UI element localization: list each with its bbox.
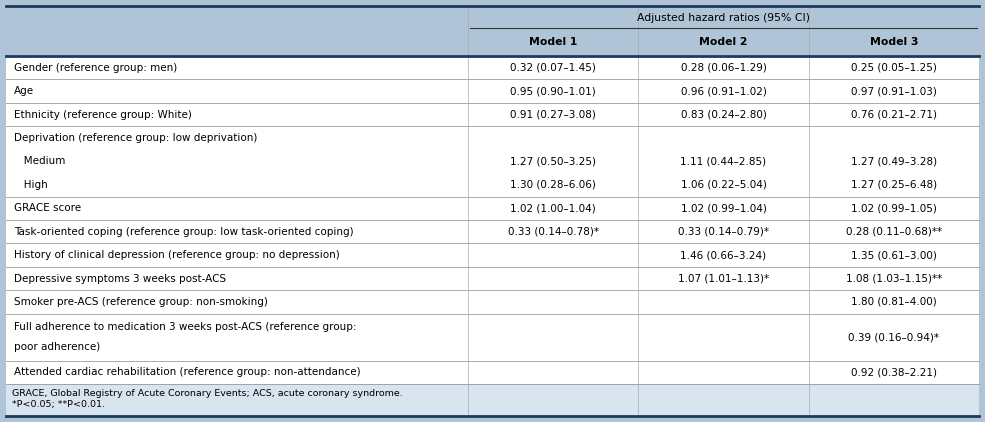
- Text: Ethnicity (reference group: White): Ethnicity (reference group: White): [14, 110, 192, 119]
- Text: Smoker pre-ACS (reference group: non-smoking): Smoker pre-ACS (reference group: non-smo…: [14, 297, 268, 307]
- Bar: [6, 384, 979, 416]
- Text: 0.28 (0.06–1.29): 0.28 (0.06–1.29): [681, 63, 766, 73]
- Text: Age: Age: [14, 86, 34, 96]
- Bar: [6, 6, 979, 56]
- Text: Model 1: Model 1: [529, 37, 577, 47]
- Text: History of clinical depression (reference group: no depression): History of clinical depression (referenc…: [14, 250, 340, 260]
- Text: 1.07 (1.01–1.13)*: 1.07 (1.01–1.13)*: [678, 273, 769, 284]
- Text: *P<0.05; **P<0.01.: *P<0.05; **P<0.01.: [12, 400, 105, 408]
- Text: 0.95 (0.90–1.01): 0.95 (0.90–1.01): [510, 86, 596, 96]
- Text: 0.33 (0.14–0.79)*: 0.33 (0.14–0.79)*: [678, 227, 769, 237]
- Text: 1.02 (0.99–1.04): 1.02 (0.99–1.04): [681, 203, 766, 213]
- Text: 0.91 (0.27–3.08): 0.91 (0.27–3.08): [510, 110, 596, 119]
- Text: 0.96 (0.91–1.02): 0.96 (0.91–1.02): [681, 86, 766, 96]
- Text: Task-oriented coping (reference group: low task-oriented coping): Task-oriented coping (reference group: l…: [14, 227, 354, 237]
- Text: Depressive symptoms 3 weeks post-ACS: Depressive symptoms 3 weeks post-ACS: [14, 273, 227, 284]
- Text: 1.35 (0.61–3.00): 1.35 (0.61–3.00): [851, 250, 937, 260]
- Text: 1.06 (0.22–5.04): 1.06 (0.22–5.04): [681, 180, 766, 190]
- Text: 0.92 (0.38–2.21): 0.92 (0.38–2.21): [851, 367, 937, 377]
- Text: 1.02 (1.00–1.04): 1.02 (1.00–1.04): [510, 203, 596, 213]
- Text: 0.33 (0.14–0.78)*: 0.33 (0.14–0.78)*: [507, 227, 599, 237]
- Text: 0.28 (0.11–0.68)**: 0.28 (0.11–0.68)**: [846, 227, 942, 237]
- Text: 1.30 (0.28–6.06): 1.30 (0.28–6.06): [510, 180, 596, 190]
- Text: Medium: Medium: [14, 157, 65, 166]
- Text: GRACE, Global Registry of Acute Coronary Events; ACS, acute coronary syndrome.: GRACE, Global Registry of Acute Coronary…: [12, 389, 403, 398]
- Text: Model 2: Model 2: [699, 37, 748, 47]
- Text: poor adherence): poor adherence): [14, 342, 100, 352]
- Text: 1.27 (0.50–3.25): 1.27 (0.50–3.25): [510, 157, 596, 166]
- Text: GRACE score: GRACE score: [14, 203, 81, 213]
- Text: Model 3: Model 3: [870, 37, 918, 47]
- Text: Attended cardiac rehabilitation (reference group: non-attendance): Attended cardiac rehabilitation (referen…: [14, 367, 361, 377]
- Text: 1.02 (0.99–1.05): 1.02 (0.99–1.05): [851, 203, 937, 213]
- Text: 1.46 (0.66–3.24): 1.46 (0.66–3.24): [681, 250, 766, 260]
- Text: 1.11 (0.44–2.85): 1.11 (0.44–2.85): [681, 157, 766, 166]
- Text: Full adherence to medication 3 weeks post-ACS (reference group:: Full adherence to medication 3 weeks pos…: [14, 322, 357, 332]
- Text: High: High: [14, 180, 47, 190]
- Bar: [6, 56, 979, 384]
- Text: 0.25 (0.05–1.25): 0.25 (0.05–1.25): [851, 63, 937, 73]
- Text: Adjusted hazard ratios (95% CI): Adjusted hazard ratios (95% CI): [637, 13, 810, 23]
- Text: 0.39 (0.16–0.94)*: 0.39 (0.16–0.94)*: [848, 332, 940, 342]
- Text: 1.27 (0.49–3.28): 1.27 (0.49–3.28): [851, 157, 937, 166]
- Text: 1.08 (1.03–1.15)**: 1.08 (1.03–1.15)**: [846, 273, 942, 284]
- Text: Deprivation (reference group: low deprivation): Deprivation (reference group: low depriv…: [14, 133, 257, 143]
- Text: 1.27 (0.25–6.48): 1.27 (0.25–6.48): [851, 180, 937, 190]
- Text: Gender (reference group: men): Gender (reference group: men): [14, 63, 177, 73]
- Text: 0.83 (0.24–2.80): 0.83 (0.24–2.80): [681, 110, 766, 119]
- Text: 0.32 (0.07–1.45): 0.32 (0.07–1.45): [510, 63, 596, 73]
- Text: 0.97 (0.91–1.03): 0.97 (0.91–1.03): [851, 86, 937, 96]
- Text: 1.80 (0.81–4.00): 1.80 (0.81–4.00): [851, 297, 937, 307]
- Text: 0.76 (0.21–2.71): 0.76 (0.21–2.71): [851, 110, 937, 119]
